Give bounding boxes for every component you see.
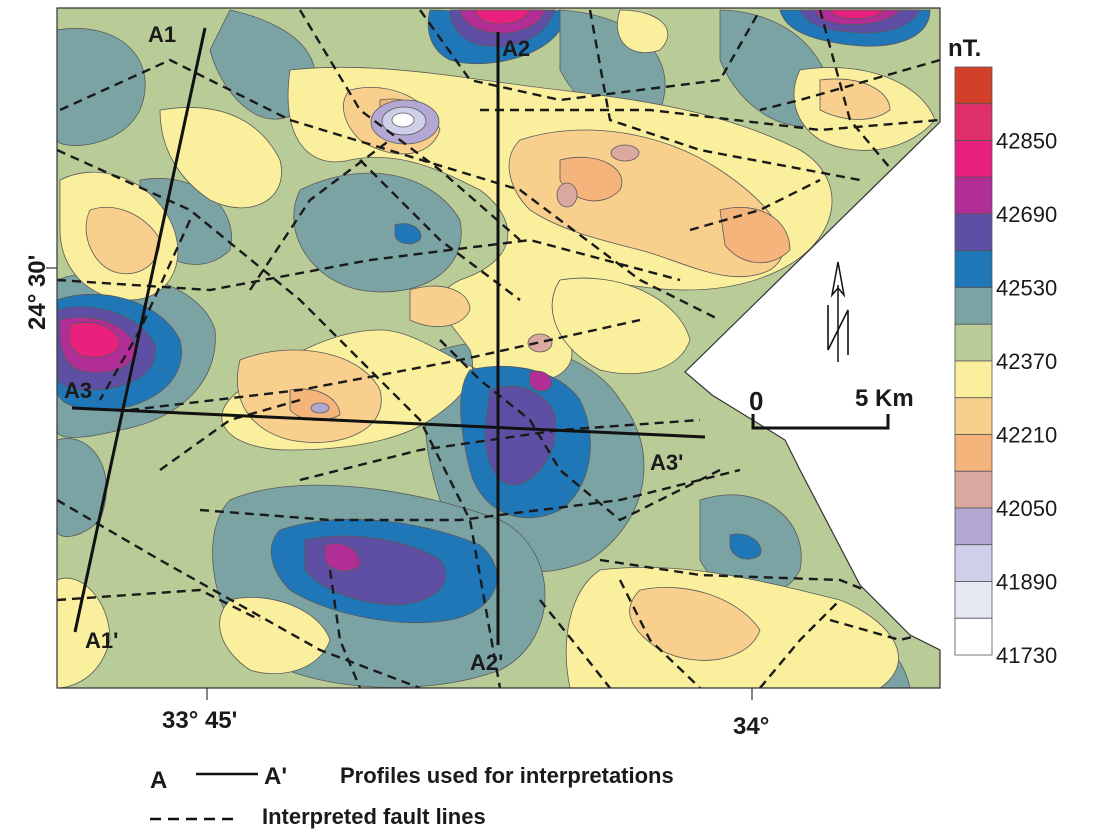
colorbar-tick-label: 42850 bbox=[996, 129, 1057, 154]
colorbar-tick-label: 42370 bbox=[996, 349, 1057, 374]
legend: A A' Profiles used for interpretations I… bbox=[150, 763, 674, 829]
colorbar-tick-label: 41890 bbox=[996, 570, 1057, 595]
colorbar: nT. 428504269042530423704221042050418904… bbox=[948, 35, 1057, 668]
scale-bar: 0 5 Km bbox=[749, 385, 914, 430]
colorbar-swatch bbox=[954, 544, 993, 582]
colorbar-tick-label: 42530 bbox=[996, 276, 1057, 301]
profile-a3-start-label: A3 bbox=[64, 378, 92, 403]
profile-line-a1 bbox=[73, 27, 207, 633]
colorbar-tick-labels: 42850 42690 42530 42370 42210 42050 41890 41730 bbox=[996, 129, 1057, 669]
longitude-label-1: 33° 45' bbox=[162, 707, 237, 734]
profile-lines bbox=[71, 27, 706, 645]
colorbar-swatch bbox=[954, 397, 993, 435]
colorbar-swatch bbox=[954, 66, 993, 105]
colorbar-swatch bbox=[954, 434, 993, 472]
colorbar-swatch bbox=[954, 213, 993, 252]
scale-bar-start-label: 0 bbox=[749, 386, 763, 416]
colorbar-tick-label: 41730 bbox=[996, 643, 1057, 668]
colorbar-swatch bbox=[954, 103, 993, 141]
legend-profile-text: Profiles used for interpretations bbox=[340, 763, 674, 788]
north-arrow-label: N bbox=[850, 329, 851, 331]
longitude-label-2: 34° bbox=[733, 713, 769, 740]
latitude-label: 24° 30' bbox=[24, 255, 51, 330]
colorbar-swatch bbox=[954, 360, 993, 399]
colorbar-swatch bbox=[954, 507, 993, 546]
profile-labels: A1 A1' A2 A2' A3 A3' bbox=[64, 22, 683, 675]
profile-a1-start-label: A1 bbox=[148, 22, 176, 47]
profile-a3-end-label: A3' bbox=[650, 450, 683, 475]
profile-a1-end-label: A1' bbox=[85, 628, 118, 653]
colorbar-swatch bbox=[954, 617, 993, 656]
scale-bar-end-label: 5 Km bbox=[855, 385, 914, 412]
profile-a2-start-label: A2 bbox=[502, 36, 530, 61]
colorbar-swatch bbox=[954, 581, 993, 619]
profile-a2-end-label: A2' bbox=[470, 650, 503, 675]
colorbar-swatch bbox=[954, 323, 993, 362]
map-frame bbox=[56, 7, 941, 689]
north-arrow: N bbox=[827, 261, 851, 362]
legend-profile-end: A' bbox=[264, 763, 287, 790]
colorbar-swatches bbox=[954, 66, 993, 656]
colorbar-swatch bbox=[954, 140, 993, 178]
map-area bbox=[57, 8, 940, 688]
colorbar-swatch bbox=[954, 287, 993, 325]
pink-anomaly-peaks bbox=[68, 9, 886, 358]
profile-line-a3 bbox=[71, 406, 706, 439]
colorbar-swatch bbox=[954, 176, 993, 215]
legend-profile-start: A bbox=[150, 767, 167, 794]
colorbar-unit: nT. bbox=[948, 35, 981, 62]
colorbar-swatch bbox=[954, 470, 993, 509]
colorbar-tick-label: 42210 bbox=[996, 423, 1057, 448]
legend-fault-text: Interpreted fault lines bbox=[262, 804, 486, 829]
coordinate-labels: 24° 30' 33° 45' 34° bbox=[24, 255, 769, 740]
low-anomaly-core bbox=[310, 99, 640, 414]
colorbar-swatch bbox=[954, 250, 993, 288]
colorbar-tick-label: 42050 bbox=[996, 496, 1057, 521]
colorbar-tick-label: 42690 bbox=[996, 202, 1057, 227]
